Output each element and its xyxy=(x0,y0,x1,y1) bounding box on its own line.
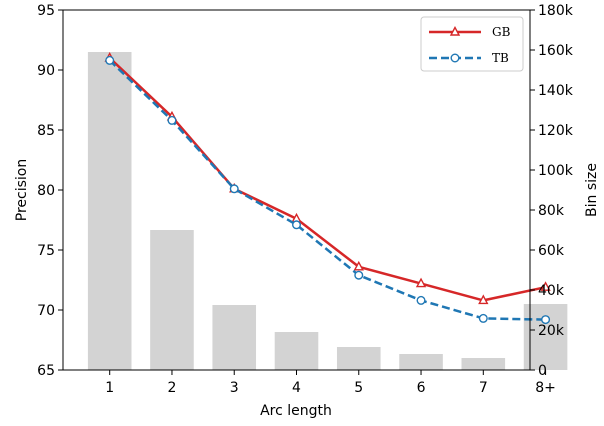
x-axis: 1 2 3 4 5 6 7 8+ xyxy=(105,370,556,396)
left-y-tick-label: 95 xyxy=(37,3,55,19)
right-y-tick-label: 180k xyxy=(538,3,574,19)
legend-label: GB xyxy=(492,25,511,39)
x-tick-label: 6 xyxy=(417,380,426,396)
data-point xyxy=(415,277,427,288)
right-y-tick-label: 0 xyxy=(538,363,547,379)
left-y-tick-label: 70 xyxy=(37,303,55,319)
bar xyxy=(523,304,568,370)
right-y-axis: 0 20k 40k 60k 80k 100k 120k 140k 160k 180k xyxy=(530,3,574,379)
bar xyxy=(87,52,132,370)
x-tick-label: 4 xyxy=(292,380,301,396)
right-y-axis-label: Bin size xyxy=(584,163,600,217)
data-point xyxy=(167,115,177,125)
data-point xyxy=(540,281,551,291)
bin-size-bars xyxy=(87,52,568,370)
data-point xyxy=(541,315,551,325)
data-point xyxy=(416,295,426,305)
left-y-tick-label: 65 xyxy=(37,363,55,379)
x-tick-label: 5 xyxy=(354,380,363,396)
x-tick-label: 2 xyxy=(168,380,177,396)
data-point xyxy=(105,55,115,65)
x-tick-label: 1 xyxy=(105,380,114,396)
series-line xyxy=(108,59,546,321)
left-y-tick-label: 90 xyxy=(37,63,55,79)
right-y-tick-label: 80k xyxy=(538,203,565,219)
data-point xyxy=(478,294,489,305)
series-line xyxy=(108,57,546,302)
data-point xyxy=(229,184,239,194)
x-tick-label: 3 xyxy=(230,380,239,396)
legend-label: TB xyxy=(492,51,509,65)
right-y-tick-label: 120k xyxy=(538,123,574,139)
bar xyxy=(399,354,443,370)
right-y-tick-label: 160k xyxy=(538,43,574,59)
left-y-tick-label: 85 xyxy=(37,123,55,139)
left-y-tick-label: 80 xyxy=(37,183,55,199)
x-tick-label: 7 xyxy=(479,380,488,396)
bar xyxy=(150,230,194,370)
legend: GB TB xyxy=(420,16,524,72)
data-point xyxy=(478,313,488,323)
bar xyxy=(461,358,506,370)
left-y-tick-label: 75 xyxy=(37,243,55,259)
precision-series xyxy=(104,52,551,325)
bar xyxy=(274,332,319,370)
data-point xyxy=(354,270,364,280)
right-y-tick-label: 60k xyxy=(538,243,565,259)
x-tick-label: 8+ xyxy=(535,380,556,396)
right-y-tick-label: 40k xyxy=(538,283,565,299)
bar xyxy=(336,347,381,370)
data-point xyxy=(353,260,364,271)
right-y-tick-label: 140k xyxy=(538,83,574,99)
data-point xyxy=(292,220,302,230)
x-axis-label: Arc length xyxy=(260,403,332,419)
legend-marker xyxy=(449,26,461,36)
right-y-tick-label: 100k xyxy=(538,163,574,179)
left-y-axis-label: Precision xyxy=(14,159,30,221)
right-y-tick-label: 20k xyxy=(538,323,565,339)
legend-marker xyxy=(450,53,460,63)
bar xyxy=(212,305,257,370)
left-y-axis: 65 70 75 80 85 90 95 xyxy=(37,3,63,379)
